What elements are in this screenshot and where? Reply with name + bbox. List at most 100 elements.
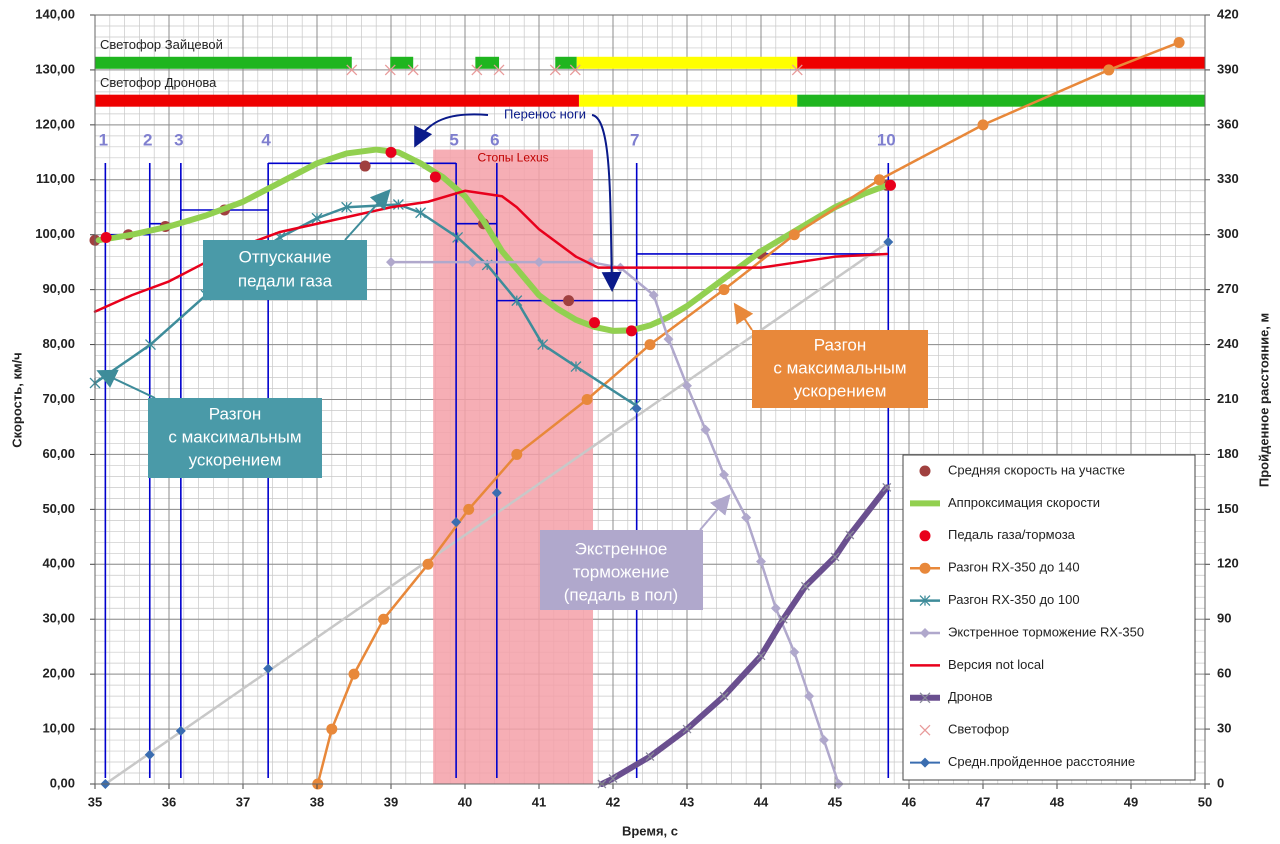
traffic-light-segment xyxy=(390,56,414,69)
y-tick-label: 20,00 xyxy=(42,666,75,681)
data-point xyxy=(581,394,593,405)
y2-tick-label: 150 xyxy=(1217,501,1239,516)
y2-tick-label: 270 xyxy=(1217,281,1239,296)
x-tick-label: 46 xyxy=(902,794,916,809)
y2-tick-label: 420 xyxy=(1217,6,1239,21)
data-point xyxy=(144,749,155,760)
data-point xyxy=(756,556,766,567)
arrow xyxy=(344,189,391,241)
annotation-box xyxy=(203,240,367,300)
data-point xyxy=(882,482,892,492)
y-tick-label: 60,00 xyxy=(42,446,75,461)
data-point xyxy=(378,613,390,625)
data-point xyxy=(463,503,475,515)
data-point xyxy=(359,160,371,172)
y-tick-label: 0,00 xyxy=(50,775,75,790)
data-point xyxy=(311,212,323,224)
x-tick-label: 38 xyxy=(310,794,324,809)
legend-label: Дронов xyxy=(948,689,993,704)
data-point xyxy=(789,647,800,658)
data-point xyxy=(778,614,788,624)
series-line xyxy=(95,146,890,334)
annotation-box xyxy=(540,530,703,610)
data-point xyxy=(818,735,829,746)
y2-tick-label: 360 xyxy=(1217,116,1239,131)
data-point xyxy=(100,231,112,243)
y2-axis-title: Пройденное расстояние, м xyxy=(1256,313,1271,487)
x-tick-label: 43 xyxy=(680,794,694,809)
data-point xyxy=(741,512,752,523)
y-axis-title: Скорость, км/ч xyxy=(9,352,24,447)
data-point xyxy=(648,290,659,301)
data-point xyxy=(608,774,618,783)
marker-label: 4 xyxy=(261,130,271,149)
data-point xyxy=(569,64,581,76)
y-tick-label: 90,00 xyxy=(42,281,75,296)
data-point xyxy=(346,64,358,76)
traffic-light-segment xyxy=(95,56,352,69)
data-point xyxy=(386,257,396,268)
marker-label: 1 xyxy=(99,130,108,149)
data-point xyxy=(631,403,642,414)
data-point xyxy=(534,257,544,268)
data-point xyxy=(682,724,692,734)
y-tick-label: 70,00 xyxy=(42,391,75,406)
data-point xyxy=(549,64,561,76)
annotation-text: Экстренное xyxy=(575,539,668,558)
annotation-text: ускорением xyxy=(794,381,887,400)
data-point xyxy=(407,64,419,76)
data-point xyxy=(570,361,582,373)
marker-label: 5 xyxy=(449,130,458,149)
marker-label: 7 xyxy=(630,130,639,149)
y2-tick-label: 300 xyxy=(1217,226,1239,241)
traffic-light-segment xyxy=(578,94,798,107)
plot-frame xyxy=(94,14,1206,785)
y2-tick-label: 180 xyxy=(1217,446,1239,461)
y2-tick-label: 30 xyxy=(1217,721,1231,736)
legend-marker xyxy=(920,757,930,768)
marker-label: 2 xyxy=(143,130,152,149)
data-point xyxy=(415,207,427,219)
x-tick-label: 35 xyxy=(88,794,102,809)
annotation-text: торможение xyxy=(573,562,670,581)
legend-label: Средняя скорость на участке xyxy=(948,462,1125,477)
data-point xyxy=(589,317,600,329)
data-point xyxy=(467,257,478,268)
legend-label: Версия not local xyxy=(948,657,1044,672)
data-point xyxy=(263,663,274,674)
x-tick-label: 50 xyxy=(1198,794,1212,809)
marker-label: 3 xyxy=(174,130,183,149)
annotation-box xyxy=(752,330,928,408)
legend-marker xyxy=(920,628,930,638)
legend-marker xyxy=(919,692,931,704)
legend-label: Аппроксимация скорости xyxy=(948,495,1100,510)
legend-marker xyxy=(919,530,931,542)
annotation-text: Перенос ноги xyxy=(504,106,586,121)
legend-box xyxy=(902,454,1196,781)
y2-tick-label: 330 xyxy=(1217,171,1239,186)
traffic-light-segment xyxy=(797,56,1205,69)
legend-marker xyxy=(919,465,931,477)
x-tick-label: 40 xyxy=(458,794,472,809)
annotations: Перенос ноги Отпускание педали газа Разг… xyxy=(96,106,928,610)
data-point xyxy=(770,603,781,614)
data-point xyxy=(493,64,505,76)
data-point xyxy=(756,651,766,661)
x-tick-label: 37 xyxy=(236,794,250,809)
data-point xyxy=(719,691,729,701)
annotation-text: с максимальным xyxy=(168,427,301,446)
data-point xyxy=(718,284,730,296)
data-point xyxy=(626,325,637,337)
legend-label: Светофор xyxy=(948,722,1009,737)
annotation-box xyxy=(148,398,322,478)
data-point xyxy=(645,752,655,761)
x-tick-label: 44 xyxy=(754,794,769,809)
data-point xyxy=(452,232,464,243)
data-point xyxy=(800,581,810,591)
arrow xyxy=(414,113,489,148)
legend-label: Разгон RX-350 до 140 xyxy=(948,560,1080,575)
data-point xyxy=(644,339,656,351)
data-point xyxy=(341,201,353,213)
y-tick-label: 130,00 xyxy=(35,61,75,76)
data-point xyxy=(682,380,692,391)
